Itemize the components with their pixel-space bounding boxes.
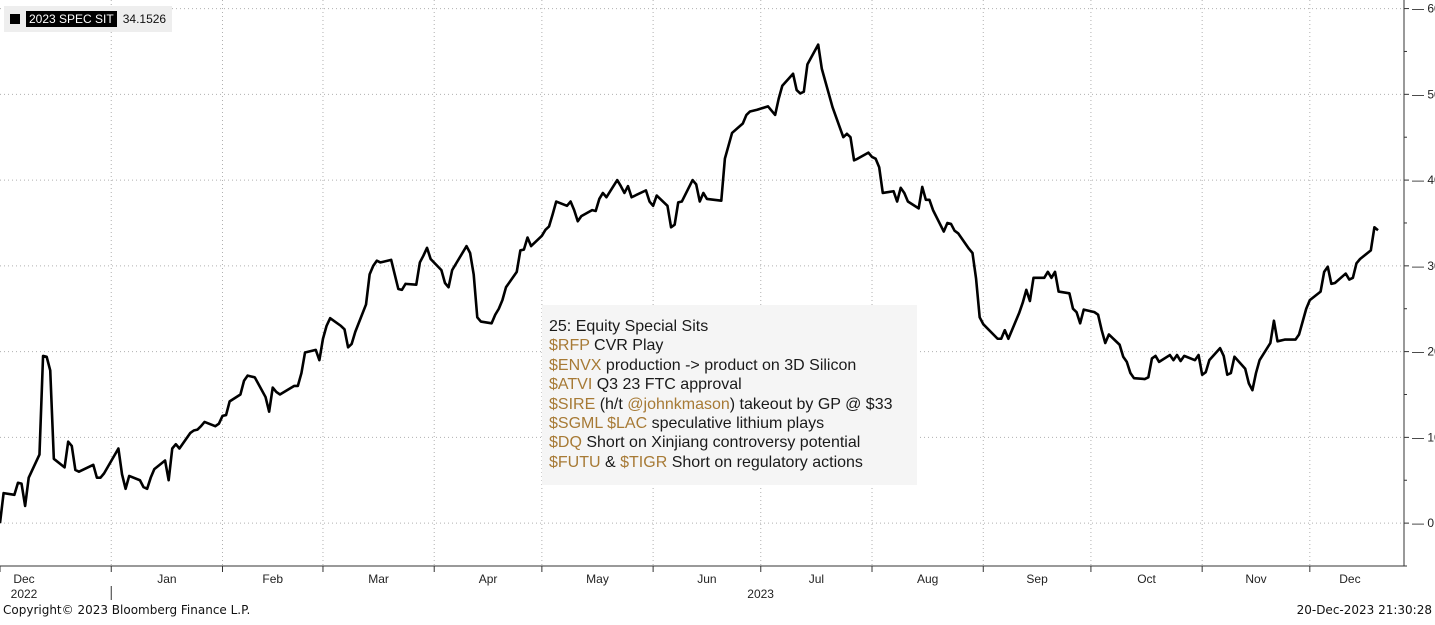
x-month-label: Oct (1137, 572, 1156, 586)
x-year-label: 2022 (11, 587, 38, 601)
annotation-text: Short on regulatory actions (667, 453, 863, 471)
annotation-lines: $RFP CVR Play $ENVX production -> product… (549, 336, 910, 472)
y-tick-label: — 20 (1412, 345, 1435, 359)
annotation-line: $ATVI Q3 23 FTC approval (549, 375, 910, 394)
y-tick-label: — 0 (1412, 516, 1434, 530)
x-axis: Dec Jan Feb Mar Apr May Jun Jul Aug Sep Oct Nov Dec2… (0, 565, 1404, 601)
annotation-ticker: $TIGR (620, 453, 668, 471)
annotation-text: CVR Play (589, 337, 664, 355)
annotation-box: 25: Equity Special Sits $RFP CVR Play $EN… (542, 305, 917, 485)
x-month-label: Dec (13, 572, 34, 586)
x-month-label: Mar (368, 572, 389, 586)
annotation-line: $DQ Short on Xinjiang controversy potent… (549, 433, 910, 452)
legend-swatch (10, 14, 20, 24)
y-axis: — 0 — 10 — 20 — 30 — 40 — 50 — 60 (1403, 0, 1435, 567)
annotation-line: $ENVX production -> product on 3D Silico… (549, 356, 910, 375)
annotation-line: $SGML $LAC speculative lithium plays (549, 414, 910, 433)
annotation-ticker: @johnkmason (627, 395, 730, 413)
annotation-ticker: $ATVI (549, 376, 593, 394)
annotation-ticker: $SIRE (549, 395, 596, 413)
annotation-text: ) takeout by GP @ $33 (729, 395, 893, 413)
x-month-label: Dec (1339, 572, 1360, 586)
annotation-text: production -> product on 3D Silicon (601, 356, 857, 374)
annotation-text: Short on Xinjiang controversy potential (581, 434, 861, 452)
series-line-2023-spec-sit (0, 43, 1379, 524)
y-tick-label: — 10 (1412, 430, 1435, 444)
timestamp-text: 20-Dec-2023 21:30:28 (1296, 603, 1432, 617)
annotation-text: (h/t (595, 395, 628, 413)
annotation-line: $RFP CVR Play (549, 336, 910, 355)
copyright-text: Copyright© 2023 Bloomberg Finance L.P. (3, 603, 251, 617)
legend-last-value: 34.1526 (122, 12, 167, 26)
y-tick-label: — 30 (1412, 259, 1435, 273)
x-month-label: Jul (809, 572, 824, 586)
y-tick-label: — 50 (1412, 87, 1435, 101)
x-year-label: 2023 (747, 587, 774, 601)
annotation-line: $FUTU & $TIGR Short on regulatory action… (549, 453, 910, 472)
x-month-label: Jan (157, 572, 176, 586)
annotation-ticker: $ENVX (549, 356, 602, 374)
annotation-text: Q3 23 FTC approval (592, 376, 742, 394)
x-month-label: May (586, 572, 609, 586)
x-month-label: Feb (262, 572, 283, 586)
y-tick-label: — 40 (1412, 173, 1435, 187)
x-month-label: Sep (1026, 572, 1048, 586)
annotation-text: & (600, 453, 621, 471)
annotation-ticker: $RFP (549, 337, 590, 355)
annotation-title: 25: Equity Special Sits (549, 318, 709, 335)
annotation-ticker: $FUTU (549, 453, 601, 471)
x-month-label: Aug (917, 572, 938, 586)
annotation-text: speculative lithium plays (647, 415, 825, 433)
x-month-label: Nov (1245, 572, 1266, 586)
legend-series-name: 2023 SPEC SIT (26, 11, 117, 27)
x-month-label: Jun (697, 572, 716, 586)
annotation-ticker: $SGML $LAC (549, 415, 648, 433)
x-month-label: Apr (479, 572, 498, 586)
annotation-ticker: $DQ (549, 434, 582, 452)
legend: 2023 SPEC SIT 34.1526 (4, 6, 173, 32)
annotation-line: $SIRE (h/t @johnkmason) takeout by GP @ … (549, 395, 910, 414)
y-tick-label: — 60 (1412, 2, 1435, 16)
